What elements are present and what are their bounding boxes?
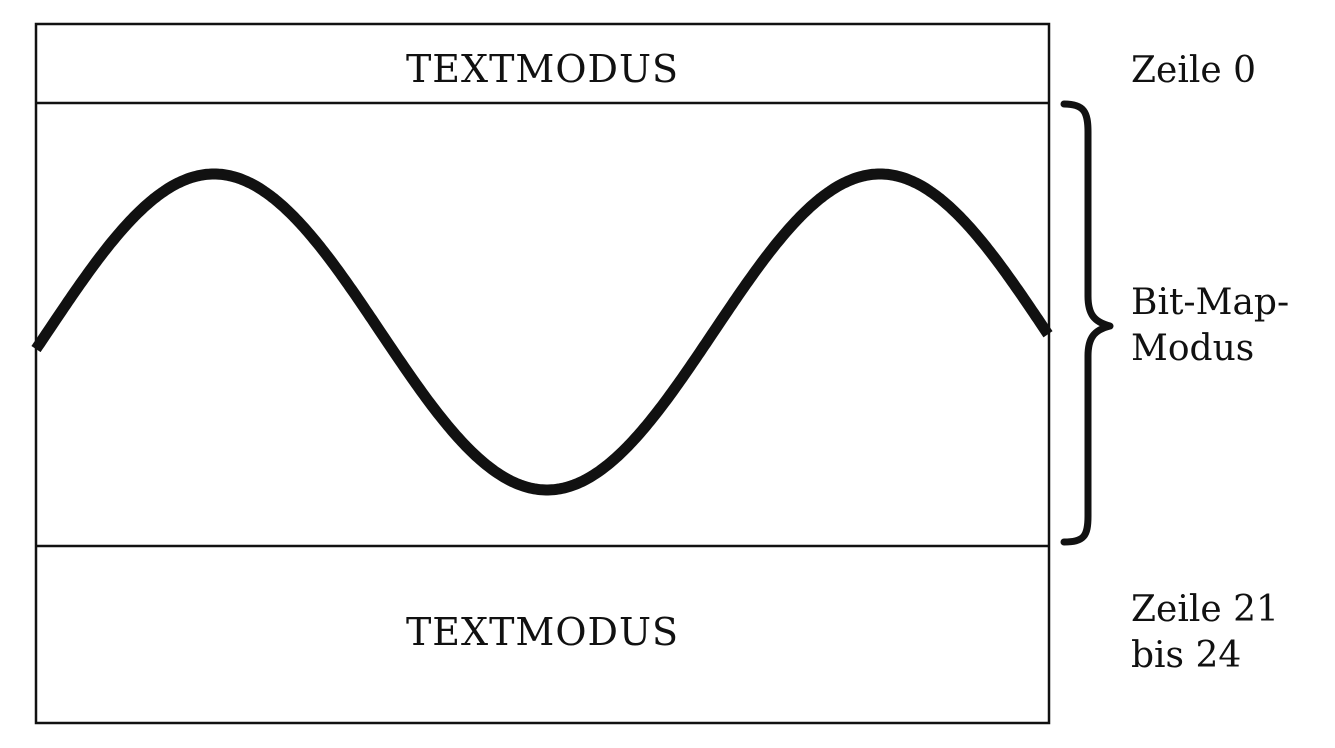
bitmap-mode-line1: Bit-Map- bbox=[1131, 282, 1290, 323]
bitmap-mode-line2: Modus bbox=[1131, 328, 1255, 369]
rows-21-24-line1: Zeile 21 bbox=[1131, 589, 1279, 630]
row-0-annotation: Zeile 0 bbox=[1131, 48, 1256, 94]
top-textmode-label: TEXTMODUS bbox=[405, 47, 680, 91]
row-0-text: Zeile 0 bbox=[1131, 50, 1256, 91]
rows-21-24-line2: bis 24 bbox=[1131, 635, 1242, 676]
rows-21-24-annotation: Zeile 21 bis 24 bbox=[1131, 587, 1279, 679]
bottom-textmode-label: TEXTMODUS bbox=[405, 610, 680, 654]
right-curly-brace-icon bbox=[1060, 100, 1114, 546]
bitmap-mode-annotation: Bit-Map- Modus bbox=[1131, 280, 1289, 372]
screen-frame bbox=[34, 22, 1051, 725]
sine-wave-curve bbox=[31, 168, 1053, 496]
